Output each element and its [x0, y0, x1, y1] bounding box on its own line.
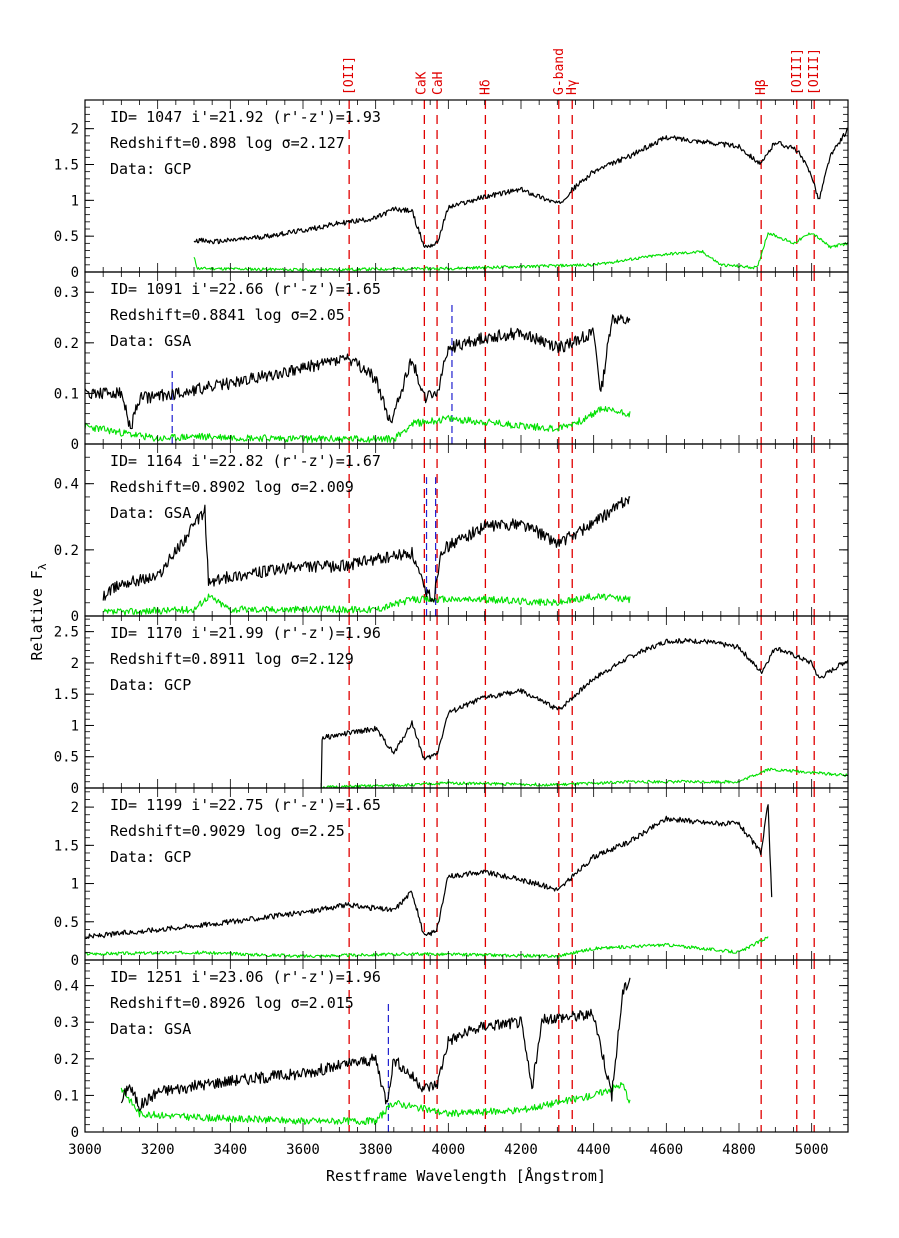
y-tick-label: 1 [71, 877, 79, 893]
panel-plot-area [120, 960, 815, 1132]
x-tick-label: 3200 [141, 1142, 175, 1158]
y-tick-label: 0.5 [54, 750, 79, 766]
y-tick-label: 2 [71, 656, 79, 672]
error-spectrum [103, 593, 631, 616]
x-tick-label: 4400 [577, 1142, 611, 1158]
error-spectrum [120, 1081, 631, 1126]
feature-label: G-band [552, 48, 567, 95]
y-tick-label: 0 [71, 781, 79, 797]
y-tick-label: 0 [71, 953, 79, 969]
panel-info-line3: Data: GCP [110, 848, 191, 866]
panel-info-line1: ID= 1047 i'=21.92 (r'-z')=1.93 [110, 108, 381, 126]
spectrum-panel-3: 0 0.2 0.4 ID= 1164 i'=22.82 (r'-z')=1.67 Red… [54, 443, 849, 625]
y-tick-label: 0 [71, 265, 79, 281]
error-spectrum [85, 936, 769, 959]
feature-label: [OIII] [807, 48, 822, 95]
y-tick-label: 0 [71, 1125, 79, 1141]
panel-plot-area [85, 788, 815, 960]
y-tick-label: 2 [71, 122, 79, 138]
y-tick-label: 1 [71, 193, 79, 209]
x-tick-label: 3000 [68, 1142, 102, 1158]
y-tick-label: 0.2 [54, 1052, 79, 1068]
panel-info-line1: ID= 1251 i'=23.06 (r'-z')=1.96 [110, 968, 381, 986]
panel-info-line3: Data: GSA [110, 332, 191, 350]
feature-label: [OII] [342, 56, 357, 95]
y-tick-label: 0.2 [54, 543, 79, 559]
y-tick-label: 1.5 [54, 838, 79, 854]
spectrum-panels: 0 0.5 1 1.5 2 ID= 1047 i'=21.92 (r'-z')=1.93 R… [54, 99, 849, 1141]
x-tick-label: 3400 [213, 1142, 247, 1158]
y-tick-label: 0.4 [54, 477, 79, 493]
panel-info-line1: ID= 1199 i'=22.75 (r'-z')=1.65 [110, 796, 381, 814]
x-axis: 3000 3200 3400 3600 3800 4000 4200 4400 4600 4800… [68, 1142, 828, 1158]
feature-label: CaH [431, 72, 446, 95]
panel-info-line2: Redshift=0.898 log σ=2.127 [110, 134, 345, 152]
panel-info-line2: Redshift=0.8926 log σ=2.015 [110, 994, 354, 1012]
panel-info-line3: Data: GCP [110, 676, 191, 694]
galaxy-spectrum [120, 977, 631, 1112]
y-axis-title-subscript: λ [36, 563, 49, 570]
galaxy-spectrum [85, 804, 773, 940]
spectrum-panel-1: 0 0.5 1 1.5 2 ID= 1047 i'=21.92 (r'-z')=1.93 R… [54, 99, 849, 281]
panel-info-line2: Redshift=0.8841 log σ=2.05 [110, 306, 345, 324]
panel-info-line2: Redshift=0.8911 log σ=2.129 [110, 650, 354, 668]
x-axis-title: Restframe Wavelength [Ångstrom] [326, 1166, 606, 1185]
y-tick-label: 0.1 [54, 386, 79, 402]
y-tick-label: 0.1 [54, 1088, 79, 1104]
spectrum-panel-5: 0 0.5 1 1.5 2 ID= 1199 i'=22.75 (r'-z')=1.65 R… [54, 787, 849, 969]
y-tick-label: 0.4 [54, 979, 79, 995]
galaxy-spectrum [102, 496, 631, 603]
y-tick-label: 1.5 [54, 687, 79, 703]
panel-info-line1: ID= 1170 i'=21.99 (r'-z')=1.96 [110, 624, 381, 642]
x-tick-label: 3800 [359, 1142, 393, 1158]
error-spectrum [85, 406, 631, 444]
x-tick-label: 4000 [431, 1142, 465, 1158]
y-tick-label: 0.5 [54, 229, 79, 245]
x-tick-label: 3600 [286, 1142, 320, 1158]
x-tick-label: 4200 [504, 1142, 538, 1158]
x-tick-label: 5000 [795, 1142, 829, 1158]
x-tick-label: 4600 [649, 1142, 683, 1158]
feature-label: Hδ [478, 79, 493, 95]
feature-label: CaK [414, 71, 429, 95]
y-tick-label: 0.5 [54, 915, 79, 931]
y-tick-label: 0 [71, 609, 79, 625]
y-tick-label: 0 [71, 437, 79, 453]
panel-info-line2: Redshift=0.8902 log σ=2.009 [110, 478, 354, 496]
y-tick-label: 1.5 [54, 158, 79, 174]
panel-info-line3: Data: GCP [110, 160, 191, 178]
spectrum-panel-2: 0 0.1 0.2 0.3 ID= 1091 i'=22.66 (r'-z')=1.65… [54, 271, 849, 453]
y-tick-label: 0.3 [54, 1015, 79, 1031]
x-tick-label: 4800 [722, 1142, 756, 1158]
y-tick-label: 1 [71, 718, 79, 734]
panel-info-line3: Data: GSA [110, 1020, 191, 1038]
panel-info-line1: ID= 1164 i'=22.82 (r'-z')=1.67 [110, 452, 381, 470]
panel-plot-area [102, 444, 815, 616]
y-tick-label: 0.2 [54, 336, 79, 352]
panel-plot-area [320, 616, 848, 788]
panel-info-line3: Data: GSA [110, 504, 191, 522]
y-tick-label: 2 [71, 800, 79, 816]
spectrum-panel-6: 0 0.1 0.2 0.3 0.4 ID= 1251 i'=23.06 (r'-z')=1… [54, 959, 849, 1141]
y-tick-label: 2.5 [54, 625, 79, 641]
panel-info-line1: ID= 1091 i'=22.66 (r'-z')=1.65 [110, 280, 381, 298]
feature-label: Hγ [565, 79, 580, 95]
spectrum-panel-4: 0 0.5 1 1.5 2 2.5 ID= 1170 i'=21.99 (r'-z')=1.… [54, 615, 849, 797]
y-axis-title: Relative Fλ [28, 563, 49, 660]
feature-label: Hβ [754, 79, 769, 95]
galaxy-spectrum [85, 314, 631, 430]
galaxy-spectrum [193, 127, 848, 248]
y-tick-label: 0.3 [54, 285, 79, 301]
y-axis-title-main: Relative F [28, 570, 46, 660]
error-spectrum [321, 767, 848, 788]
feature-label: [OIII] [790, 48, 805, 95]
panel-info-line2: Redshift=0.9029 log σ=2.25 [110, 822, 345, 840]
galaxy-spectrum [320, 638, 848, 788]
